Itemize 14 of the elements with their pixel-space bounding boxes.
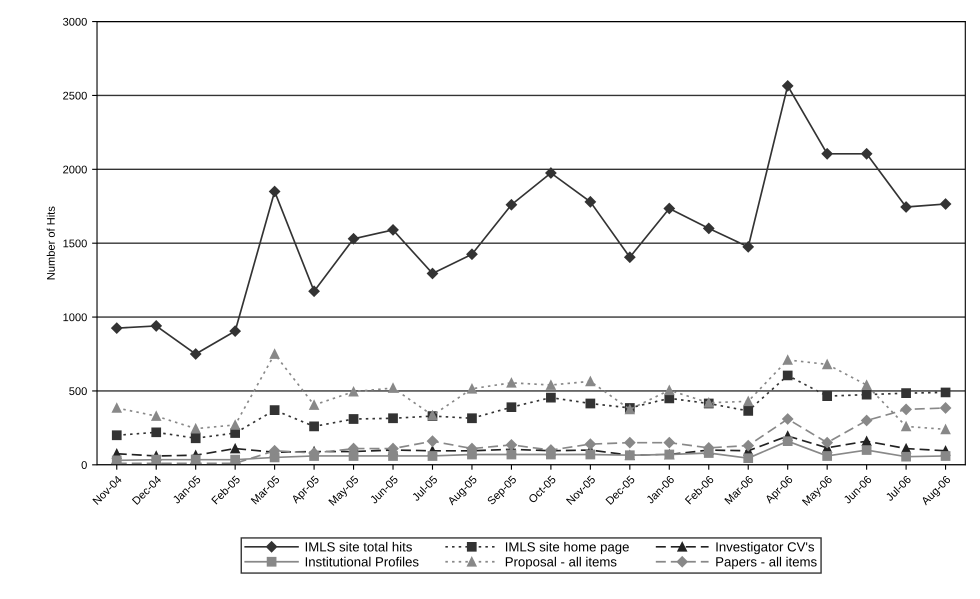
- legend-label: Proposal - all items: [506, 556, 616, 570]
- y-tick-label: 1000: [63, 313, 87, 322]
- legend-label: Investigator CV's: [716, 542, 814, 554]
- y-tick-label: 500: [69, 387, 87, 396]
- legend-label: Institutional Profiles: [306, 556, 419, 566]
- legend-label: IMLS site total hits: [306, 542, 412, 552]
- y-tick-label: 2000: [63, 166, 87, 174]
- y-tick-label: 3000: [63, 18, 87, 26]
- y-tick-label: 0: [82, 461, 87, 469]
- legend-label: Papers - all items: [716, 556, 817, 570]
- legend-label: IMLS site home page: [506, 542, 629, 554]
- y-tick-label: 2500: [63, 92, 87, 100]
- y-tick-label: 1500: [63, 239, 87, 248]
- y-axis-title: Number of Hits: [46, 206, 55, 280]
